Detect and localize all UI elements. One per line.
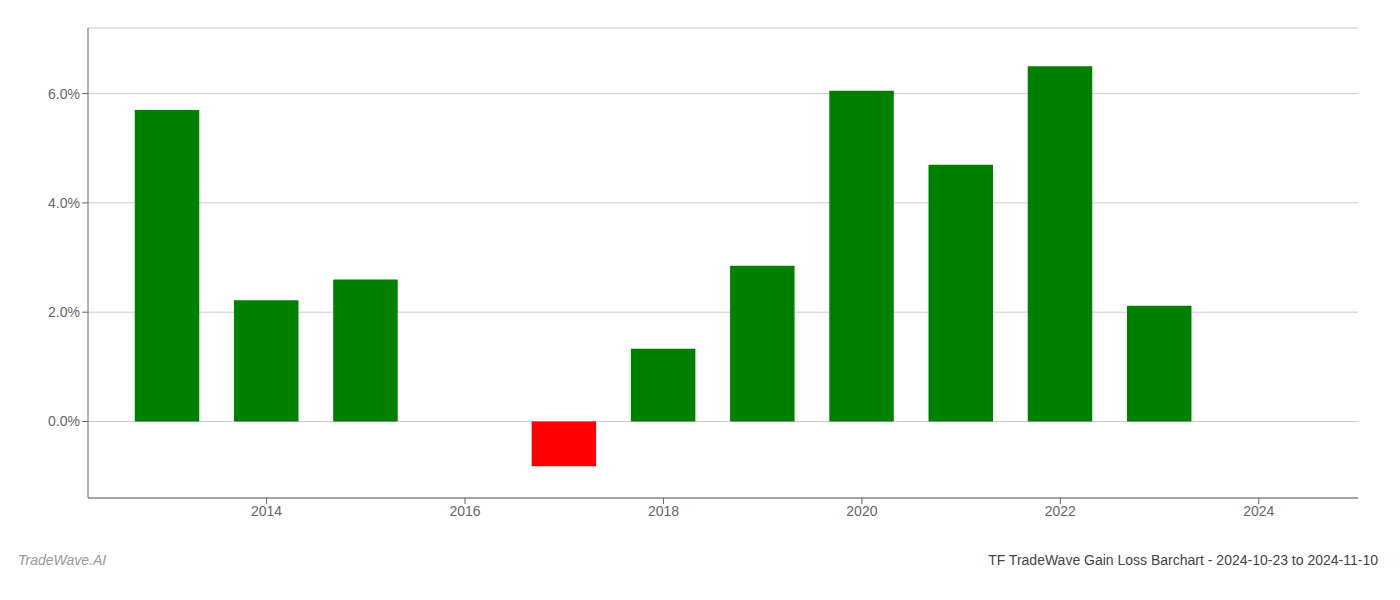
svg-text:2022: 2022	[1045, 503, 1076, 519]
svg-text:2014: 2014	[251, 503, 282, 519]
svg-text:6.0%: 6.0%	[48, 86, 80, 102]
svg-text:0.0%: 0.0%	[48, 413, 80, 429]
svg-text:2024: 2024	[1243, 503, 1274, 519]
svg-text:2.0%: 2.0%	[48, 304, 80, 320]
html-text:TF TradeWave Gain Loss Barchar: TF TradeWave Gain Loss Barchart - 2024-1…	[988, 552, 1378, 568]
svg-text:2016: 2016	[449, 503, 480, 519]
svg-text:4.0%: 4.0%	[48, 195, 80, 211]
html-text:TradeWave.AI: TradeWave.AI	[18, 552, 107, 568]
svg-text:2018: 2018	[648, 503, 679, 519]
svg-text:2020: 2020	[846, 503, 877, 519]
